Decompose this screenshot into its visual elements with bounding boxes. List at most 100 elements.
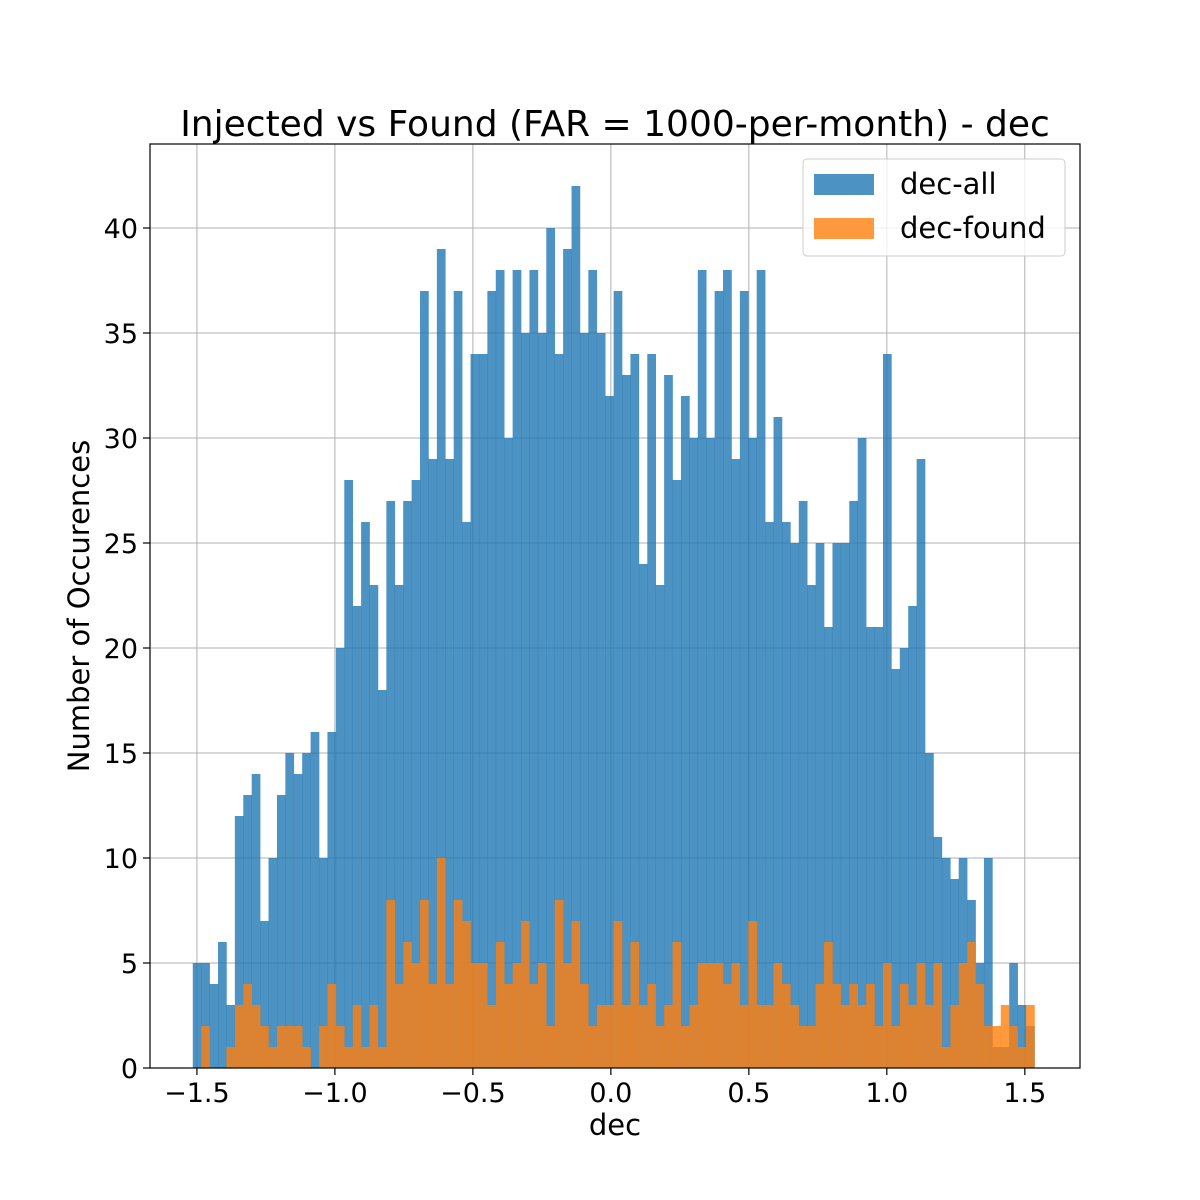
y-tick-label: 25 (104, 529, 138, 560)
y-tick-label: 5 (121, 949, 138, 980)
bar-dec-all (344, 480, 353, 1068)
bar-dec-found (344, 1047, 353, 1068)
bar-dec-found (874, 1026, 884, 1068)
series-dec-all (192, 186, 1035, 1068)
bar-dec-all (243, 795, 252, 1068)
y-tick-label: 35 (104, 319, 138, 350)
bar-dec-all (226, 1005, 236, 1068)
bar-dec-found (588, 1026, 598, 1068)
bar-dec-found (723, 984, 732, 1068)
bar-dec-found (579, 984, 589, 1068)
bar-dec-all (554, 354, 564, 1068)
bar-dec-all (933, 837, 943, 1068)
bar-dec-found (369, 1005, 379, 1068)
bar-dec-all (285, 753, 295, 1068)
bar-dec-found (983, 1026, 993, 1068)
bar-dec-found (201, 1026, 210, 1068)
bar-dec-found (276, 1026, 286, 1068)
bar-dec-found (748, 921, 758, 1068)
bar-dec-all (335, 648, 345, 1068)
bar-dec-all (697, 270, 707, 1068)
bar-dec-found (453, 900, 463, 1068)
bar-dec-all (268, 858, 278, 1068)
chart-title: Injected vs Found (FAR = 1000-per-month)… (180, 104, 1050, 145)
bar-dec-all (832, 543, 842, 1068)
bar-dec-found (840, 1005, 850, 1068)
bar-dec-all (941, 858, 951, 1068)
bar-dec-found (680, 1026, 690, 1068)
bar-dec-all (925, 753, 934, 1068)
bar-dec-all (521, 333, 530, 1068)
bar-dec-all (638, 564, 648, 1068)
bar-dec-found (899, 984, 909, 1068)
bar-dec-all (386, 501, 396, 1068)
bar-dec-found (891, 1026, 901, 1068)
bar-dec-found (436, 858, 446, 1068)
bar-dec-all (824, 627, 833, 1068)
y-tick-label: 0 (121, 1054, 138, 1085)
bar-dec-found (672, 942, 682, 1068)
bar-dec-found (714, 963, 724, 1068)
bar-dec-all (276, 795, 286, 1068)
bar-dec-found (411, 963, 421, 1068)
bar-dec-all (209, 984, 219, 1068)
bar-dec-found (857, 1005, 867, 1068)
bar-dec-found (706, 963, 715, 1068)
legend-swatch-dec-found (814, 218, 874, 239)
bar-dec-all (512, 270, 522, 1068)
bar-dec-all (773, 417, 783, 1068)
bar-dec-all (293, 774, 303, 1068)
bar-dec-all (815, 543, 825, 1068)
bar-dec-all (436, 249, 446, 1068)
bar-dec-found (731, 963, 741, 1068)
bar-dec-all (251, 774, 261, 1068)
bar-dec-found (622, 1005, 631, 1068)
bar-dec-found (1026, 1005, 1035, 1068)
bar-dec-found (352, 1005, 362, 1068)
bar-dec-all (352, 606, 362, 1068)
bar-dec-found (462, 921, 471, 1068)
bar-dec-all (462, 522, 471, 1068)
bar-dec-all (866, 627, 875, 1068)
bar-dec-all (748, 438, 758, 1068)
bar-dec-found (967, 942, 976, 1068)
bar-dec-found (1009, 1026, 1018, 1068)
bar-dec-found (243, 984, 252, 1068)
bar-dec-found (293, 1026, 303, 1068)
bar-dec-found (386, 900, 396, 1068)
legend: dec-all dec-found (802, 158, 1066, 257)
bar-dec-all (655, 585, 665, 1068)
bar-dec-all (504, 438, 513, 1068)
x-tick-label: −0.5 (440, 1078, 506, 1109)
bar-dec-all (563, 249, 572, 1068)
bar-dec-found (470, 963, 480, 1068)
bar-dec-found (327, 984, 337, 1068)
bar-dec-found (689, 1005, 699, 1068)
bar-dec-found (630, 942, 640, 1068)
bar-dec-all (1009, 963, 1018, 1068)
bar-dec-found (941, 1047, 951, 1068)
bar-dec-all (192, 963, 202, 1068)
bar-dec-all (908, 606, 917, 1068)
x-axis-ticks: −1.5 −1.0 −0.5 0.0 0.5 1.0 1.5 (164, 1068, 1046, 1109)
bar-dec-all (495, 270, 505, 1068)
bar-dec-found (605, 1005, 614, 1068)
bar-dec-found (638, 1005, 648, 1068)
bar-dec-all (529, 270, 539, 1068)
y-tick-label: 15 (104, 739, 138, 770)
bar-dec-all (218, 942, 227, 1068)
bar-dec-all (319, 858, 328, 1068)
bar-dec-all (478, 354, 488, 1068)
bar-dec-all (882, 354, 892, 1068)
bar-dec-found (925, 1005, 934, 1068)
bar-dec-found (445, 984, 454, 1068)
bar-dec-all (798, 501, 808, 1068)
bar-dec-found (268, 1047, 278, 1068)
bar-dec-found (563, 963, 572, 1068)
bar-dec-all (310, 732, 320, 1068)
bar-dec-found (781, 984, 791, 1068)
bar-dec-all (950, 879, 960, 1068)
bar-dec-found (596, 1005, 606, 1068)
legend-label-dec-found: dec-found (900, 211, 1046, 245)
